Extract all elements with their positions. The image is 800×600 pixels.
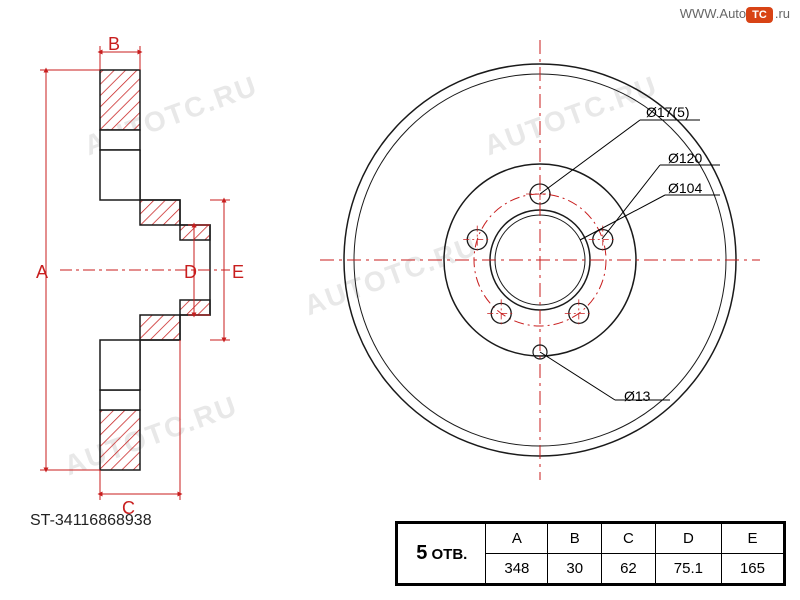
front-view xyxy=(320,40,760,480)
hole-text: ОТВ. xyxy=(432,546,468,563)
col-c: C xyxy=(602,524,656,554)
dimension-table: 5 ОТВ. A B C D E 348 30 62 75.1 165 xyxy=(395,521,786,586)
table-header-row: 5 ОТВ. A B C D E xyxy=(398,524,784,554)
val-e: 165 xyxy=(721,554,783,584)
val-a: 348 xyxy=(486,554,548,584)
col-e: E xyxy=(721,524,783,554)
dim-b-label: B xyxy=(108,34,120,55)
val-d: 75.1 xyxy=(655,554,721,584)
dia-17-label: Ø17(5) xyxy=(646,104,690,120)
hole-count: 5 xyxy=(416,542,427,564)
side-view xyxy=(40,46,230,500)
col-b: B xyxy=(548,524,602,554)
dia-120-label: Ø120 xyxy=(668,150,702,166)
col-d: D xyxy=(655,524,721,554)
dim-d-label: D xyxy=(184,262,197,283)
dim-e-label: E xyxy=(232,262,244,283)
part-number: ST-34116868938 xyxy=(30,512,152,530)
val-b: 30 xyxy=(548,554,602,584)
dim-a-label: A xyxy=(36,262,48,283)
col-a: A xyxy=(486,524,548,554)
drawing-container: AUTOTC.RU AUTOTC.RU AUTOTC.RU AUTOTC.RU … xyxy=(0,0,800,600)
technical-drawing xyxy=(0,0,800,600)
val-c: 62 xyxy=(602,554,656,584)
dia-13-label: Ø13 xyxy=(624,388,650,404)
dia-104-label: Ø104 xyxy=(668,180,702,196)
